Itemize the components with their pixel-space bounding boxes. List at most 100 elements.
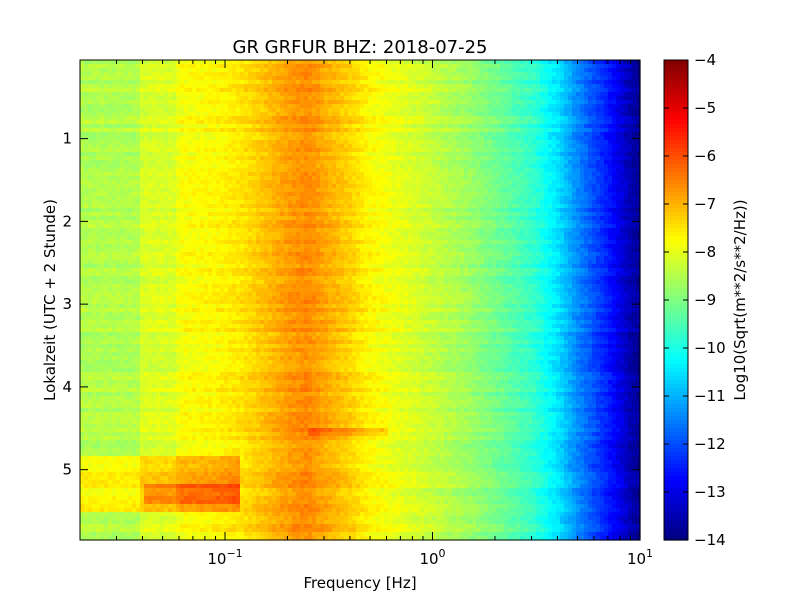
heatmap-cell bbox=[604, 116, 609, 121]
heatmap-cell bbox=[456, 140, 461, 145]
heatmap-cell bbox=[84, 156, 89, 161]
heatmap-cell bbox=[204, 140, 209, 145]
heatmap-cell bbox=[348, 132, 353, 137]
heatmap-cell bbox=[88, 60, 93, 65]
heatmap-cell bbox=[144, 120, 149, 125]
heatmap-cell bbox=[548, 148, 553, 153]
heatmap-cell bbox=[388, 156, 393, 161]
heatmap-cell bbox=[604, 96, 609, 101]
heatmap-cell bbox=[372, 136, 377, 141]
heatmap-cell bbox=[500, 164, 505, 169]
heatmap-cell bbox=[120, 128, 125, 133]
heatmap-cell bbox=[216, 172, 221, 177]
heatmap-cell bbox=[612, 192, 617, 197]
heatmap-cell bbox=[184, 152, 189, 157]
heatmap-cell bbox=[292, 156, 297, 161]
heatmap-cell bbox=[164, 100, 169, 105]
heatmap-cell bbox=[500, 136, 505, 141]
heatmap-cell bbox=[392, 200, 397, 205]
heatmap-cell bbox=[168, 164, 173, 169]
heatmap-cell bbox=[512, 104, 517, 109]
heatmap-cell bbox=[556, 144, 561, 149]
heatmap-cell bbox=[404, 172, 409, 177]
heatmap-cell bbox=[612, 68, 617, 73]
heatmap-cell bbox=[592, 84, 597, 89]
heatmap-cell bbox=[508, 180, 513, 185]
heatmap-cell bbox=[504, 124, 509, 129]
heatmap-cell bbox=[308, 92, 313, 97]
heatmap-cell bbox=[432, 172, 437, 177]
heatmap-cell bbox=[132, 188, 137, 193]
heatmap-cell bbox=[596, 72, 601, 77]
heatmap-cell bbox=[96, 176, 101, 181]
heatmap-cell bbox=[308, 108, 313, 113]
heatmap-cell bbox=[300, 152, 305, 157]
heatmap-cell bbox=[92, 192, 97, 197]
heatmap-cell bbox=[412, 116, 417, 121]
heatmap-cell bbox=[296, 180, 301, 185]
heatmap-cell bbox=[360, 68, 365, 73]
heatmap-cell bbox=[160, 132, 165, 137]
heatmap-cell bbox=[400, 196, 405, 201]
heatmap-cell bbox=[596, 92, 601, 97]
heatmap-cell bbox=[512, 160, 517, 165]
heatmap-cell bbox=[452, 132, 457, 137]
heatmap-cell bbox=[404, 100, 409, 105]
heatmap-cell bbox=[404, 104, 409, 109]
heatmap-cell bbox=[552, 176, 557, 181]
heatmap-cell bbox=[136, 96, 141, 101]
heatmap-cell bbox=[144, 148, 149, 153]
heatmap-cell bbox=[320, 188, 325, 193]
heatmap-cell bbox=[300, 92, 305, 97]
heatmap-cell bbox=[312, 188, 317, 193]
heatmap-cell bbox=[588, 184, 593, 189]
heatmap-cell bbox=[196, 136, 201, 141]
heatmap-cell bbox=[456, 72, 461, 77]
heatmap-cell bbox=[364, 184, 369, 189]
heatmap-cell bbox=[196, 116, 201, 121]
heatmap-cell bbox=[412, 140, 417, 145]
heatmap-cell bbox=[556, 116, 561, 121]
heatmap-cell bbox=[628, 80, 633, 85]
heatmap-cell bbox=[236, 88, 241, 93]
heatmap-cell bbox=[144, 96, 149, 101]
heatmap-cell bbox=[244, 88, 249, 93]
heatmap-cell bbox=[392, 148, 397, 153]
heatmap-cell bbox=[564, 104, 569, 109]
heatmap-cell bbox=[280, 64, 285, 69]
heatmap-cell bbox=[160, 108, 165, 113]
heatmap-cell bbox=[256, 196, 261, 201]
heatmap-cell bbox=[220, 156, 225, 161]
heatmap-cell bbox=[548, 160, 553, 165]
heatmap-cell bbox=[560, 128, 565, 133]
heatmap-cell bbox=[464, 108, 469, 113]
heatmap-cell bbox=[320, 180, 325, 185]
heatmap-cell bbox=[276, 96, 281, 101]
heatmap-cell bbox=[308, 152, 313, 157]
heatmap-cell bbox=[472, 68, 477, 73]
heatmap-cell bbox=[488, 172, 493, 177]
heatmap-cell bbox=[356, 72, 361, 77]
heatmap-cell bbox=[508, 96, 513, 101]
heatmap-cell bbox=[444, 136, 449, 141]
heatmap-cell bbox=[84, 176, 89, 181]
heatmap-cell bbox=[576, 184, 581, 189]
heatmap-cell bbox=[632, 168, 637, 173]
heatmap-cell bbox=[500, 140, 505, 145]
heatmap-cell bbox=[452, 140, 457, 145]
heatmap-cell bbox=[456, 96, 461, 101]
heatmap-cell bbox=[216, 148, 221, 153]
heatmap-cell bbox=[560, 96, 565, 101]
heatmap-cell bbox=[352, 164, 357, 169]
heatmap-cell bbox=[488, 140, 493, 145]
heatmap-cell bbox=[552, 104, 557, 109]
heatmap-cell bbox=[344, 192, 349, 197]
heatmap-cell bbox=[136, 72, 141, 77]
heatmap-cell bbox=[368, 160, 373, 165]
heatmap-cell bbox=[164, 60, 169, 65]
heatmap-cell bbox=[400, 108, 405, 113]
heatmap-cell bbox=[200, 128, 205, 133]
heatmap-cell bbox=[568, 84, 573, 89]
heatmap-cell bbox=[124, 108, 129, 113]
heatmap-cell bbox=[232, 144, 237, 149]
